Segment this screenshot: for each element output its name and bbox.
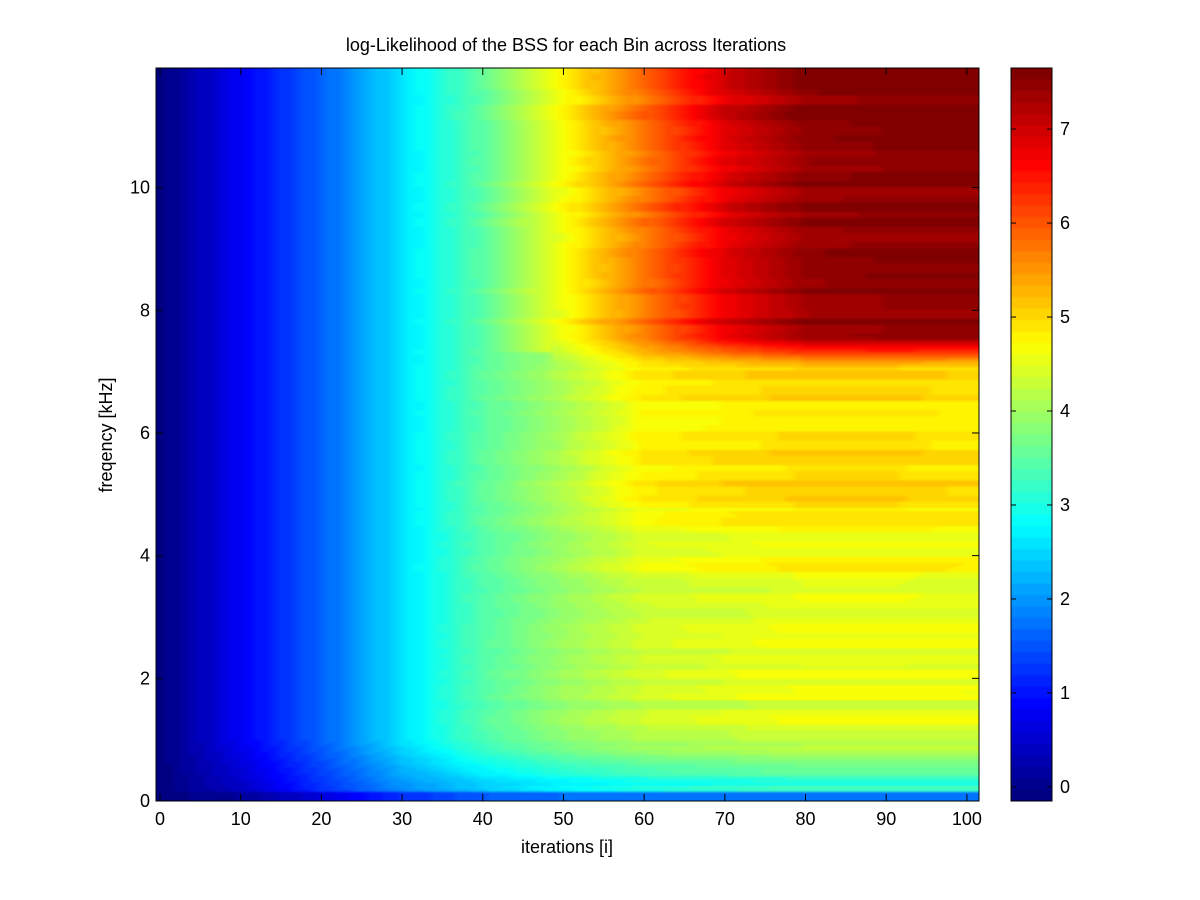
y-tick-label: 8 (140, 300, 150, 320)
colorbar-tick-label: 4 (1060, 401, 1070, 421)
colorbar-ticks: 0 1 2 3 4 5 6 7 (1011, 119, 1070, 797)
x-tick-label: 0 (155, 809, 165, 829)
x-tick-label: 90 (876, 809, 896, 829)
x-tick-label: 30 (392, 809, 412, 829)
x-tick-label: 80 (796, 809, 816, 829)
chart-title: log-Likelihood of the BSS for each Bin a… (346, 35, 786, 55)
x-tick-label: 10 (231, 809, 251, 829)
x-tick-label: 40 (473, 809, 493, 829)
heatmap-plot-area (155, 67, 980, 802)
y-tick-label: 10 (130, 178, 150, 198)
y-axis-label: freqency [kHz] (96, 377, 116, 492)
x-tick-label: 20 (311, 809, 331, 829)
colorbar-tick-label: 2 (1060, 589, 1070, 609)
x-axis: 0 10 20 30 40 50 60 70 80 90 100 (155, 68, 982, 829)
x-tick-label: 70 (715, 809, 735, 829)
colorbar-tick-label: 5 (1060, 307, 1070, 327)
colorbar-frame (1010, 67, 1053, 802)
heatmap-image (156, 68, 979, 801)
x-tick-label: 100 (952, 809, 982, 829)
colorbar-tick-label: 0 (1060, 777, 1070, 797)
y-axis: 0 2 4 6 8 10 (130, 178, 979, 811)
y-tick-label: 2 (140, 668, 150, 688)
colorbar-tick-label: 6 (1060, 213, 1070, 233)
y-tick-label: 4 (140, 546, 150, 566)
colorbar-tick-label: 7 (1060, 119, 1070, 139)
y-tick-label: 0 (140, 791, 150, 811)
y-tick-label: 6 (140, 423, 150, 443)
x-axis-label: iterations [i] (521, 837, 613, 857)
x-tick-label: 50 (553, 809, 573, 829)
plot-frame (155, 67, 980, 802)
colorbar-tick-label: 3 (1060, 495, 1070, 515)
x-tick-label: 60 (634, 809, 654, 829)
colorbar-tick-label: 1 (1060, 683, 1070, 703)
colorbar-gradient (1011, 68, 1052, 801)
colorbar: 0 1 2 3 4 5 6 7 (1010, 67, 1070, 802)
